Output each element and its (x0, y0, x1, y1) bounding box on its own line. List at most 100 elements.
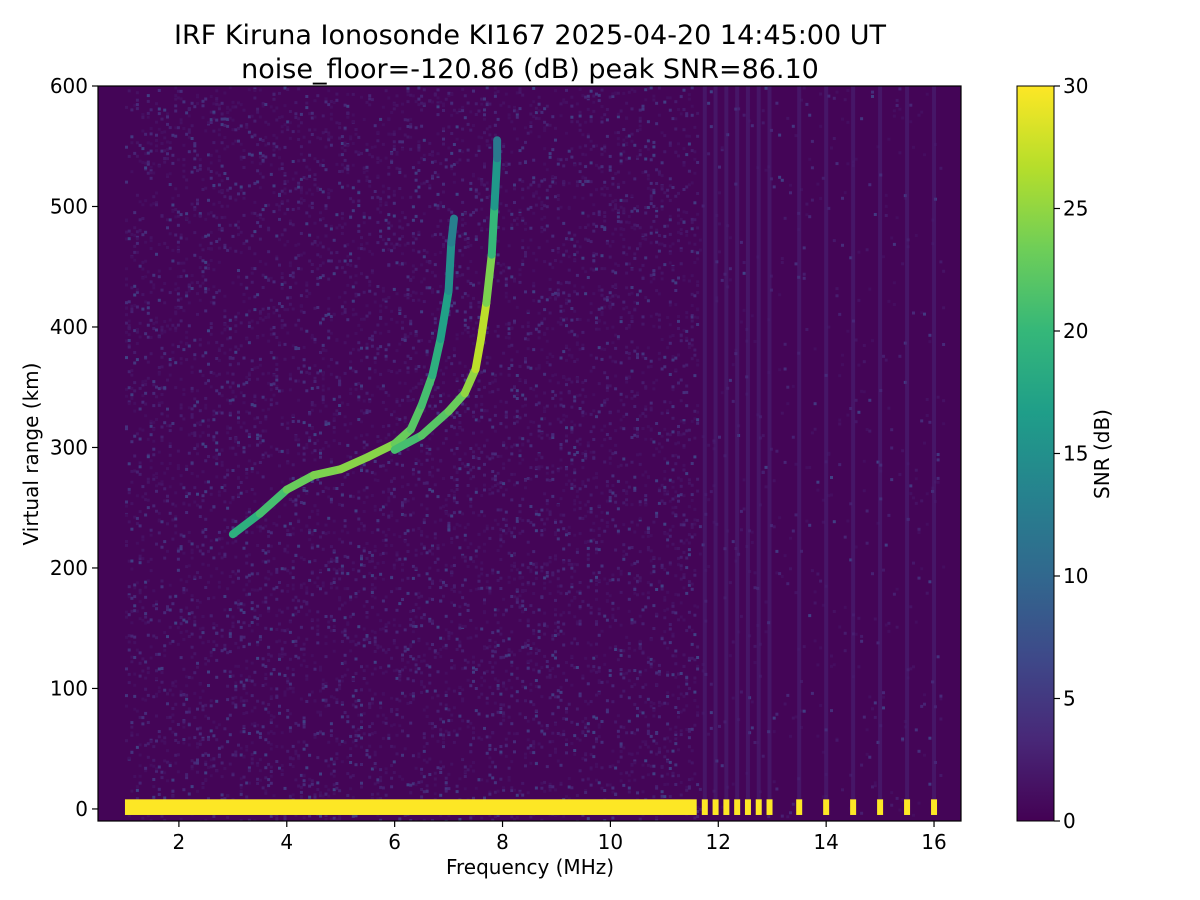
noise-cell (152, 604, 156, 608)
noise-cell (217, 452, 221, 456)
noise-cell (179, 403, 183, 407)
noise-cell (149, 176, 153, 180)
noise-cell (346, 621, 350, 625)
noise-cell (267, 784, 271, 788)
noise-cell (215, 149, 219, 153)
noise-cell (406, 423, 410, 427)
noise-cell (201, 270, 205, 274)
noise-cell (431, 734, 434, 738)
noise-cell (450, 762, 454, 766)
noise-cell (422, 409, 426, 413)
noise-cell (370, 338, 374, 342)
noise-cell (141, 115, 145, 119)
noise-cell (297, 159, 301, 163)
noise-cell (447, 208, 451, 212)
noise-cell (474, 587, 478, 591)
noise-cell (392, 533, 396, 537)
noise-cell (190, 370, 194, 374)
noise-cell (458, 623, 462, 627)
noise-cell (215, 457, 219, 461)
noise-cell (343, 310, 347, 314)
noise-cell (417, 477, 421, 481)
noise-cell (406, 399, 410, 403)
noise-cell (226, 111, 230, 114)
noise-cell (387, 195, 391, 199)
noise-cell (138, 715, 142, 719)
noise-cell (357, 641, 361, 645)
noise-cell (310, 333, 314, 337)
noise-cell (381, 648, 385, 652)
noise-cell (321, 377, 325, 381)
noise-cell (411, 630, 415, 634)
noise-cell (267, 550, 271, 554)
noise-cell (469, 468, 473, 472)
noise-cell (193, 157, 197, 161)
noise-cell (319, 241, 322, 245)
noise-cell (354, 729, 358, 733)
noise-cell (414, 615, 418, 619)
noise-cell (381, 786, 385, 790)
noise-cell (133, 304, 137, 307)
noise-cell (466, 266, 470, 270)
noise-cell (338, 395, 342, 399)
noise-cell (209, 704, 213, 708)
noise-cell (439, 518, 443, 522)
noise-cell (217, 372, 221, 376)
noise-cell (204, 129, 208, 133)
noise-cell (324, 615, 328, 618)
noise-cell (455, 192, 459, 196)
noise-cell (297, 723, 301, 727)
noise-cell (250, 757, 254, 761)
noise-cell (212, 268, 216, 272)
noise-cell (431, 395, 434, 398)
noise-cell (179, 693, 183, 697)
noise-cell (294, 187, 298, 191)
noise-cell (212, 757, 216, 761)
noise-cell (283, 815, 287, 819)
noise-cell (357, 293, 361, 297)
noise-cell (444, 789, 448, 793)
noise-cell (444, 512, 448, 515)
noise-cell (376, 241, 380, 245)
noise-cell (223, 554, 227, 558)
noise-cell (144, 595, 148, 599)
noise-cell (365, 100, 369, 104)
noise-cell (198, 682, 202, 686)
noise-cell (379, 627, 383, 631)
noise-cell (198, 423, 202, 427)
noise-cell (420, 338, 424, 342)
noise-cell (228, 632, 232, 636)
noise-cell (247, 732, 251, 735)
noise-cell (461, 88, 465, 91)
noise-cell (190, 281, 194, 285)
noise-cell (130, 634, 134, 638)
noise-cell (477, 447, 481, 450)
noise-cell (152, 785, 156, 789)
noise-cell (469, 477, 473, 481)
noise-cell (253, 267, 257, 271)
noise-cell (483, 647, 486, 651)
noise-cell (291, 668, 295, 671)
noise-cell (395, 668, 399, 672)
noise-cell (463, 666, 467, 670)
noise-cell (381, 505, 385, 509)
noise-cell (316, 756, 320, 760)
noise-cell (245, 678, 249, 682)
noise-cell (327, 103, 331, 107)
noise-cell (395, 752, 399, 756)
noise-cell (338, 126, 342, 130)
noise-cell (149, 132, 153, 136)
noise-cell (135, 91, 139, 95)
noise-cell (463, 310, 467, 314)
noise-cell (239, 638, 243, 642)
noise-cell (319, 668, 322, 672)
noise-cell (302, 783, 306, 787)
noise-cell (335, 559, 339, 563)
noise-cell (239, 491, 243, 495)
noise-cell (439, 506, 443, 510)
noise-cell (420, 124, 424, 128)
noise-cell (130, 396, 134, 400)
noise-cell (480, 102, 484, 106)
noise-cell (387, 621, 391, 625)
noise-cell (474, 321, 478, 325)
